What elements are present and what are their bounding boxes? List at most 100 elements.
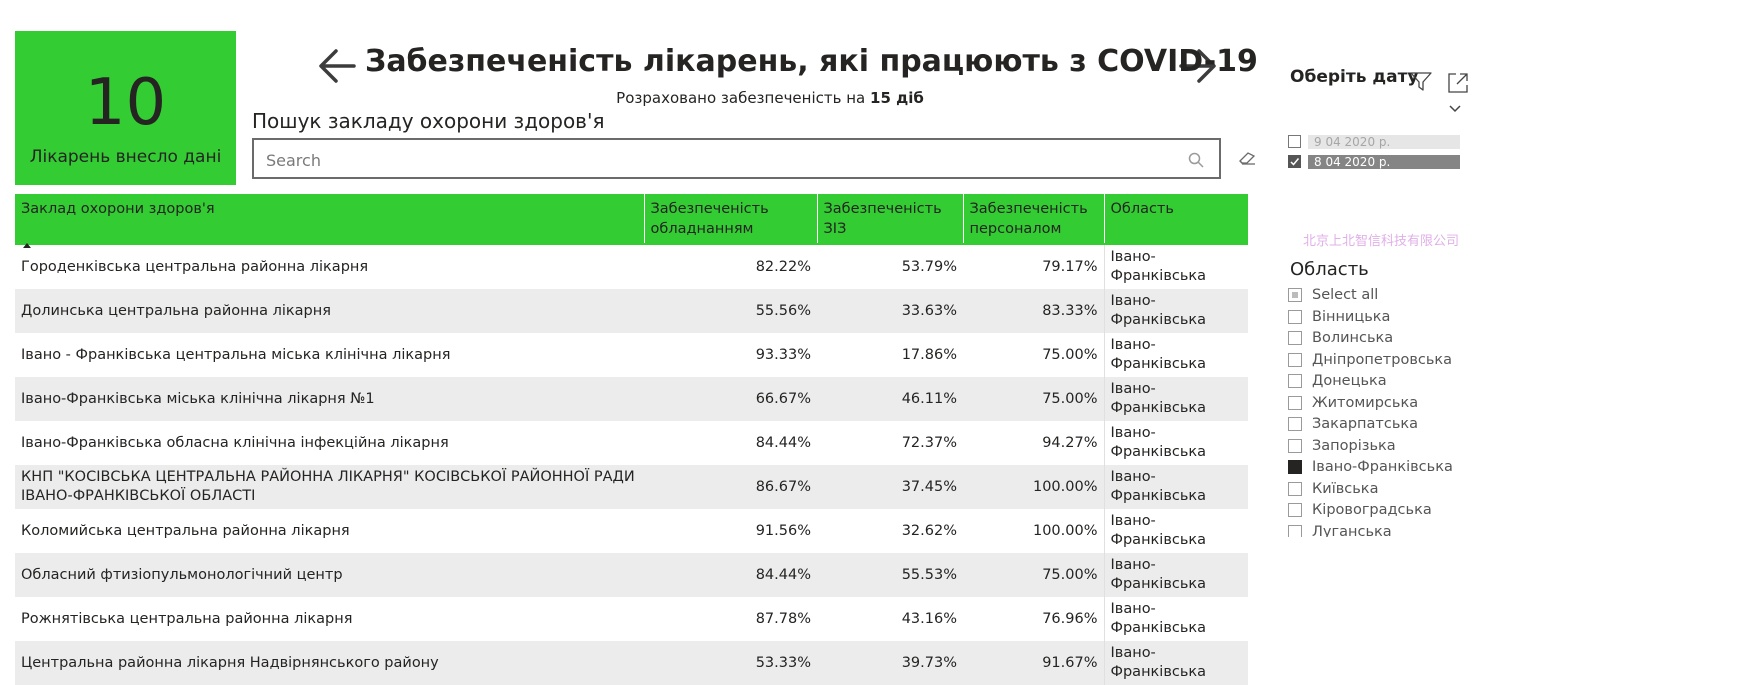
region-option-label: Вінницька bbox=[1312, 308, 1391, 325]
search-label: Пошук закладу охорони здоров'я bbox=[252, 109, 605, 133]
sort-ascending-icon bbox=[21, 219, 638, 248]
checkmark-icon bbox=[1290, 158, 1300, 166]
region-option[interactable]: Вінницька bbox=[1288, 308, 1488, 330]
column-header-facility[interactable]: Заклад охорони здоров'я bbox=[15, 194, 644, 248]
cell-equipment: 55.56% bbox=[644, 289, 817, 333]
checkbox[interactable] bbox=[1288, 395, 1302, 410]
table-row[interactable]: Івано-Франківська міська клінічна лікарн… bbox=[15, 377, 1248, 421]
cell-ppe: 17.86% bbox=[817, 333, 963, 377]
search-icon[interactable] bbox=[1187, 151, 1205, 169]
region-option[interactable]: Кіровоградська bbox=[1288, 501, 1488, 523]
region-option[interactable]: Волинська bbox=[1288, 329, 1488, 351]
cell-staff: 100.00% bbox=[963, 465, 1104, 509]
table-row[interactable]: КНП "КОСІВСЬКА ЦЕНТРАЛЬНА РАЙОННА ЛІКАРН… bbox=[15, 465, 1248, 509]
region-option-label: Запорізька bbox=[1312, 437, 1396, 454]
kpi-card: 10 Лікарень внесло дані bbox=[15, 31, 236, 185]
kpi-value: 10 bbox=[84, 66, 167, 140]
table-row[interactable]: Долинська центральна районна лікарня 55.… bbox=[15, 289, 1248, 333]
cell-equipment: 53.33% bbox=[644, 641, 817, 685]
cell-ppe: 37.45% bbox=[817, 465, 963, 509]
column-header-region[interactable]: Область bbox=[1103, 194, 1248, 245]
cell-region: Івано-Франківська bbox=[1103, 421, 1248, 465]
cell-ppe: 33.63% bbox=[817, 289, 963, 333]
table-row[interactable]: Івано - Франківська центральна міська кл… bbox=[15, 333, 1248, 377]
column-header-label: Заклад охорони здоров'я bbox=[21, 201, 215, 217]
previous-page-button[interactable] bbox=[316, 44, 358, 88]
checkbox-checked[interactable] bbox=[1288, 155, 1301, 168]
cell-facility: Городенківська центральна районна лікарн… bbox=[15, 244, 644, 289]
page-title: Забезпеченість лікарень, які працюють з … bbox=[365, 44, 1258, 79]
table-row[interactable]: Обласний фтизіопульмонологічний центр 84… bbox=[15, 553, 1248, 597]
cell-equipment: 87.78% bbox=[644, 597, 817, 641]
cell-ppe: 32.62% bbox=[817, 509, 963, 553]
cell-ppe: 39.73% bbox=[817, 641, 963, 685]
checkbox[interactable] bbox=[1288, 503, 1302, 517]
checkbox-partial[interactable] bbox=[1288, 288, 1302, 302]
checkbox-checked[interactable] bbox=[1288, 460, 1302, 474]
checkbox[interactable] bbox=[1288, 352, 1302, 367]
cell-equipment: 93.33% bbox=[644, 333, 817, 377]
cell-region: Івано-Франківська bbox=[1103, 641, 1248, 685]
next-page-button[interactable] bbox=[1177, 44, 1219, 88]
eraser-icon[interactable] bbox=[1237, 150, 1257, 166]
cell-staff: 75.00% bbox=[963, 553, 1104, 597]
table-row[interactable]: Городенківська центральна районна лікарн… bbox=[15, 244, 1248, 289]
column-header-equipment[interactable]: Забезпеченість обладнанням bbox=[643, 194, 817, 245]
table-row[interactable]: Рожнятівська центральна районна лікарня … bbox=[15, 597, 1248, 641]
cell-region: Івано-Франківська bbox=[1103, 597, 1248, 641]
cell-facility: Обласний фтизіопульмонологічний центр bbox=[15, 553, 644, 597]
table-header-row: Заклад охорони здоров'я Забезпеченість о… bbox=[15, 194, 1248, 248]
cell-region: Івано-Франківська bbox=[1103, 553, 1248, 597]
cell-staff: 75.00% bbox=[963, 377, 1104, 421]
region-option-label: Кіровоградська bbox=[1312, 502, 1432, 518]
chevron-down-icon[interactable] bbox=[1448, 104, 1462, 114]
cell-staff: 76.96% bbox=[963, 597, 1104, 641]
cell-staff: 83.33% bbox=[963, 289, 1104, 333]
cell-facility: КНП "КОСІВСЬКА ЦЕНТРАЛЬНА РАЙОННА ЛІКАРН… bbox=[15, 465, 644, 509]
filter-icon[interactable] bbox=[1410, 72, 1432, 92]
region-option-select-all[interactable]: Select all bbox=[1288, 286, 1488, 308]
region-option[interactable]: Луганська bbox=[1288, 523, 1488, 538]
date-option[interactable]: 9 04 2020 р. bbox=[1288, 133, 1463, 151]
cell-ppe: 72.37% bbox=[817, 421, 963, 465]
region-option[interactable]: Дніпропетровська bbox=[1288, 351, 1488, 373]
checkbox[interactable] bbox=[1288, 438, 1302, 453]
region-option-label: Київська bbox=[1312, 480, 1379, 497]
region-option-label: Дніпропетровська bbox=[1312, 351, 1453, 368]
region-option[interactable]: Житомирська bbox=[1288, 394, 1488, 416]
region-option-label: Донецька bbox=[1312, 373, 1387, 389]
table-row[interactable]: Коломийська центральна районна лікарня 9… bbox=[15, 509, 1248, 553]
cell-facility: Івано-Франківська обласна клінічна інфек… bbox=[15, 421, 644, 465]
checkbox[interactable] bbox=[1288, 417, 1302, 431]
region-option[interactable]: Київська bbox=[1288, 480, 1488, 502]
cell-facility: Долинська центральна районна лікарня bbox=[15, 289, 644, 333]
cell-equipment: 84.44% bbox=[644, 553, 817, 597]
checkbox[interactable] bbox=[1288, 524, 1302, 537]
region-option-label: Луганська bbox=[1312, 523, 1392, 538]
region-option-selected[interactable]: Івано-Франківська bbox=[1288, 458, 1488, 480]
checkbox[interactable] bbox=[1288, 374, 1302, 388]
region-option[interactable]: Донецька bbox=[1288, 372, 1488, 394]
date-option-selected[interactable]: 8 04 2020 р. bbox=[1288, 153, 1463, 171]
cell-equipment: 84.44% bbox=[644, 421, 817, 465]
region-option[interactable]: Закарпатська bbox=[1288, 415, 1488, 437]
column-header-ppe[interactable]: Забезпеченість ЗІЗ bbox=[816, 194, 963, 245]
checkbox[interactable] bbox=[1288, 481, 1302, 496]
table-row[interactable]: Івано-Франківська обласна клінічна інфек… bbox=[15, 421, 1248, 465]
table-row[interactable]: Центральна районна лікарня Надвірнянсько… bbox=[15, 641, 1248, 685]
column-header-staff[interactable]: Забезпеченість персоналом bbox=[962, 194, 1104, 245]
cell-ppe: 53.79% bbox=[817, 244, 963, 289]
search-box bbox=[252, 138, 1221, 179]
arrow-right-icon bbox=[1179, 49, 1216, 83]
checkbox[interactable] bbox=[1288, 309, 1302, 324]
region-option[interactable]: Запорізька bbox=[1288, 437, 1488, 459]
kpi-label: Лікарень внесло дані bbox=[29, 147, 222, 167]
checkbox[interactable] bbox=[1288, 135, 1301, 148]
watermark-text: 北京上北智信科技有限公司 bbox=[1303, 234, 1460, 249]
arrow-left-icon bbox=[319, 49, 356, 83]
date-option-label: 8 04 2020 р. bbox=[1308, 155, 1460, 169]
search-input[interactable] bbox=[264, 146, 1168, 174]
focus-mode-icon[interactable] bbox=[1447, 72, 1469, 94]
hospital-table: Заклад охорони здоров'я Забезпеченість о… bbox=[15, 194, 1248, 685]
checkbox[interactable] bbox=[1288, 331, 1302, 345]
